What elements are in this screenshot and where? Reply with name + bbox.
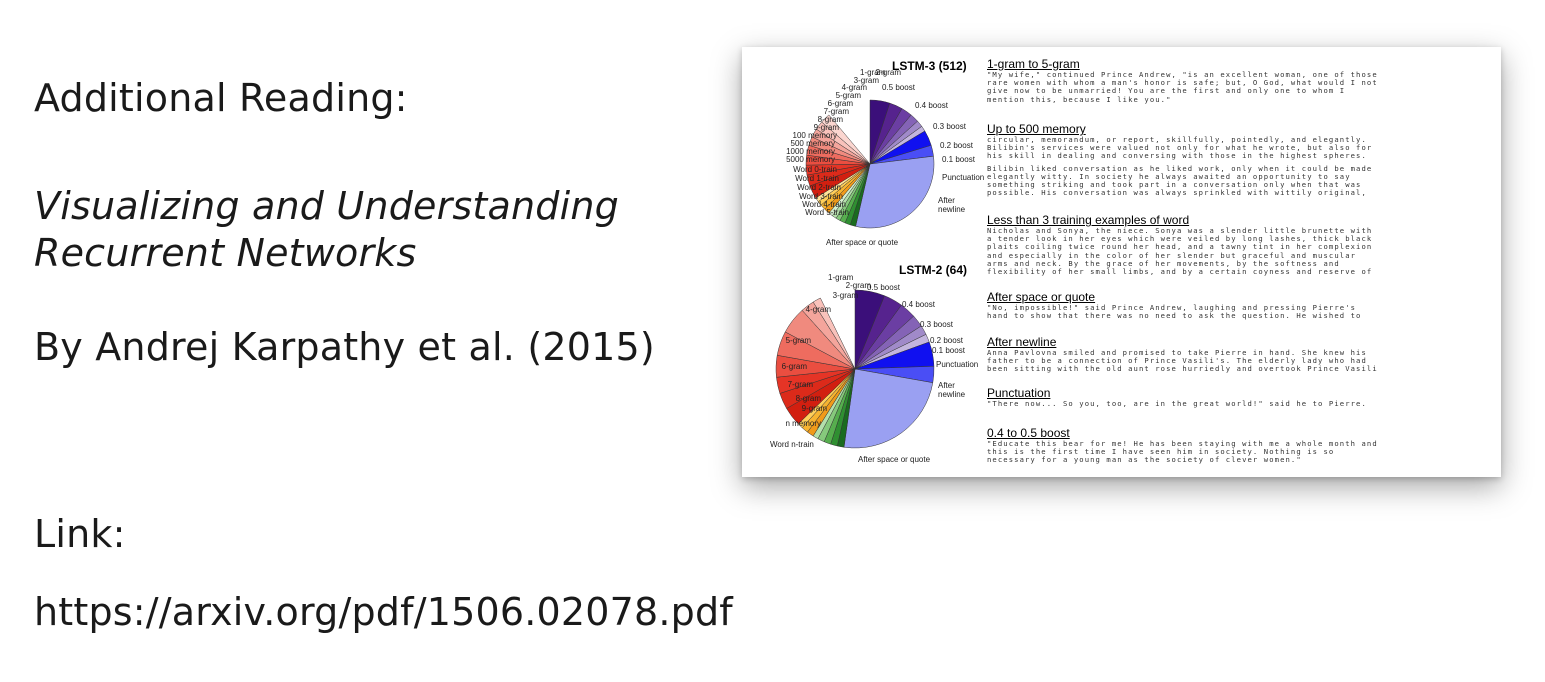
pie2-label: 0.4 boost (902, 300, 935, 309)
section-heading: After space or quote (987, 290, 1096, 304)
pie1-title: LSTM-3 (512) (892, 59, 967, 73)
pie1-label: 8-gram (817, 115, 843, 124)
pie-slice (812, 297, 856, 370)
pie1-label: 0.1 boost (942, 155, 975, 164)
pie2-label: 0.5 boost (867, 283, 900, 292)
pie2-label: After space or quote (858, 455, 931, 464)
section-text: "No, impossible!" said Prince Andrew, la… (987, 304, 1362, 321)
pie-chart-lstm2 (775, 289, 935, 449)
pie2-label: newline (938, 390, 966, 399)
section-after-newline: After newline Anna Pavlovna smiled and p… (987, 335, 1497, 374)
pie2-label: After (938, 381, 955, 390)
pie1-label: 7-gram (823, 107, 849, 116)
pie1-label: 4-gram (841, 83, 867, 92)
section-heading: Punctuation (987, 386, 1051, 400)
pie1-label: Word 5-train (805, 208, 849, 217)
pie2-label: 4-gram (805, 305, 831, 314)
pie1-label: 100 memory (792, 131, 837, 140)
pie1-label: After space or quote (826, 238, 899, 247)
section-boost: 0.4 to 0.5 boost "Educate this bear for … (987, 426, 1497, 465)
pie1-label: 0.3 boost (933, 122, 966, 131)
paper-title-line-2: Recurrent Networks (34, 231, 417, 275)
link-label: Link: (34, 512, 126, 556)
pie1-label: Word 2-train (797, 183, 841, 192)
pie-slice (821, 114, 871, 165)
section-heading: 0.4 to 0.5 boost (987, 426, 1070, 440)
section-text: "There now... So you, too, are in the gr… (987, 400, 1367, 408)
pie2-label: 0.1 boost (932, 346, 965, 355)
pie1-label: Word 4-train (802, 200, 846, 209)
pie1-label: newline (938, 205, 966, 214)
pie2-label: 0.2 boost (930, 336, 963, 345)
paper-title-line-1: Visualizing and Understanding (34, 184, 619, 228)
pie-slice (843, 368, 934, 449)
pie-slice (855, 155, 935, 229)
section-text: Anna Pavlovna smiled and promised to tak… (987, 349, 1378, 374)
pie2-label: 8-gram (795, 394, 821, 403)
pie2-title: LSTM-2 (64) (899, 263, 968, 277)
pie1-label: 0.5 boost (882, 83, 915, 92)
section-text: Nicholas and Sonya, the niece. Sonya was… (987, 227, 1373, 277)
section-punctuation: Punctuation "There now... So you, too, a… (987, 386, 1497, 408)
pie2-label: 7-gram (787, 380, 813, 389)
section-text: circular, memorandum, or report, skillfu… (987, 136, 1373, 198)
pie2-label: 9-gram (801, 404, 827, 413)
section-heading: Less than 3 training examples of word (987, 213, 1190, 227)
section-heading: 1-gram to 5-gram (987, 57, 1080, 71)
pie2-label: 0.3 boost (920, 320, 953, 329)
pie-charts-svg (775, 99, 935, 449)
pie1-label: 9-gram (813, 123, 839, 132)
pie1-label: 1000 memory (786, 147, 835, 156)
pie2-label: 3-gram (832, 291, 858, 300)
pie2-label: 1-gram (828, 273, 854, 282)
section-heading: After newline (987, 335, 1057, 349)
pie1-label: Word 3-train (799, 192, 843, 201)
section-text: "My wife," continued Prince Andrew, "is … (987, 71, 1378, 104)
pie1-label: 3-gram (853, 76, 879, 85)
pie1-label: Word 0-train (793, 165, 837, 174)
pie-chart-lstm3 (805, 99, 935, 229)
paper-link[interactable]: https://arxiv.org/pdf/1506.02078.pdf (34, 590, 733, 634)
pie1-label: 5000 memory (786, 155, 835, 164)
section-heading: Up to 500 memory (987, 122, 1086, 136)
pie1-label: Word 1-train (795, 174, 839, 183)
pie2-label: n memory (785, 419, 821, 428)
section-rare-words: Less than 3 training examples of word Ni… (987, 213, 1497, 276)
pie1-label: 0.2 boost (940, 141, 973, 150)
pie2-label: 2-gram (845, 281, 871, 290)
pie2-label: 5-gram (785, 336, 811, 345)
slide-heading: Additional Reading: (34, 76, 408, 120)
pie1-label: 6-gram (827, 99, 853, 108)
pie1-label: After (938, 196, 955, 205)
section-1gram: 1-gram to 5-gram "My wife," continued Pr… (987, 57, 1497, 104)
section-after-space: After space or quote "No, impossible!" s… (987, 290, 1497, 320)
pie1-label: Punctuation (942, 173, 985, 182)
section-500-memory: Up to 500 memory circular, memorandum, o… (987, 122, 1497, 197)
pie2-label: Punctuation (936, 360, 979, 369)
pie2-label: Word n-train (770, 440, 814, 449)
pie1-label: 5-gram (835, 91, 861, 100)
pie2-label: 6-gram (781, 362, 807, 371)
pie1-label: 0.4 boost (915, 101, 948, 110)
pie1-label: 2-gram (875, 68, 901, 77)
pie1-label: 500 memory (790, 139, 835, 148)
paper-figure: LSTM-3 (512) LSTM-2 (64) 2-gram 1-gram 3… (742, 47, 1501, 477)
pie1-label: 1-gram (860, 68, 886, 77)
section-text: "Educate this bear for me! He has been s… (987, 440, 1378, 465)
author-byline: By Andrej Karpathy et al. (2015) (34, 325, 655, 369)
